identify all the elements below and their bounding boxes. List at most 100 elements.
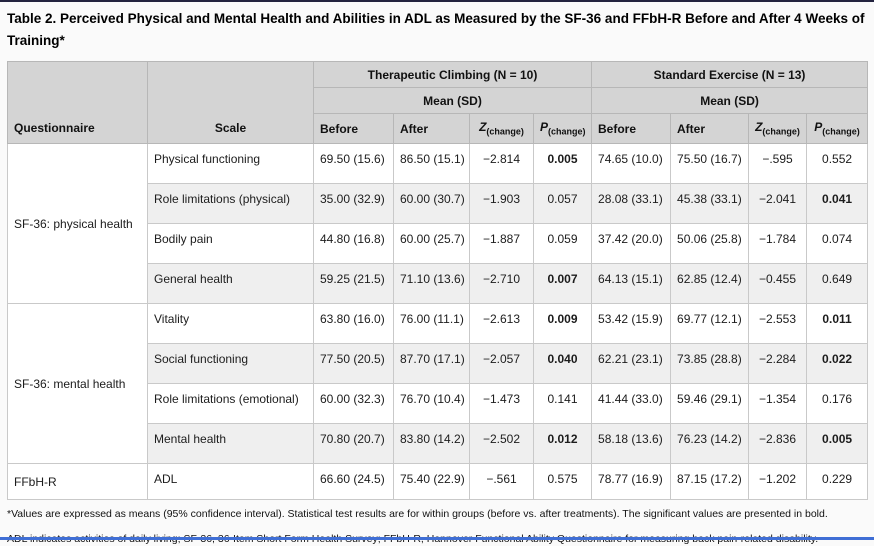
table-body: SF-36: physical health Physical function…	[7, 143, 869, 501]
cell-tc-before: 63.80 (16.0)	[313, 303, 394, 345]
cell-se-z: −2.041	[748, 183, 808, 225]
cell-se-before: 74.65 (10.0)	[591, 143, 672, 185]
cell-scale: Role limitations (emotional)	[147, 383, 314, 425]
cell-questionnaire-mental-health: SF-36: mental health	[7, 303, 148, 465]
cell-se-after: 87.15 (17.2)	[670, 463, 750, 501]
cell-tc-before: 66.60 (24.5)	[313, 463, 394, 501]
cell-se-after: 73.85 (28.8)	[670, 343, 750, 385]
cell-tc-after: 87.70 (17.1)	[393, 343, 470, 385]
cell-se-p: 0.005	[806, 423, 869, 465]
cell-questionnaire-ffbhr: FFbH-R	[7, 463, 148, 501]
cell-se-after: 50.06 (25.8)	[670, 223, 750, 265]
cell-tc-z: −1.473	[469, 383, 534, 425]
header-scale: Scale	[147, 61, 314, 145]
cell-se-before: 37.42 (20.0)	[591, 223, 672, 265]
top-border-strip	[0, 0, 874, 2]
cell-scale: Mental health	[147, 423, 314, 465]
cell-tc-before: 44.80 (16.8)	[313, 223, 394, 265]
cell-scale: ADL	[147, 463, 314, 501]
header-tc-before: Before	[313, 113, 394, 145]
cell-tc-after: 86.50 (15.1)	[393, 143, 470, 185]
header-se-after: After	[670, 113, 750, 145]
cell-scale: Role limitations (physical)	[147, 183, 314, 225]
table-row: FFbH-R ADL 66.60 (24.5) 75.40 (22.9) −.5…	[7, 463, 869, 501]
cell-se-p: 0.649	[806, 263, 869, 305]
footnotes: *Values are expressed as means (95% conf…	[7, 508, 866, 546]
cell-se-before: 62.21 (23.1)	[591, 343, 672, 385]
header-questionnaire: Questionnaire	[7, 61, 148, 145]
cell-tc-after: 83.80 (14.2)	[393, 423, 470, 465]
cell-se-z: −1.354	[748, 383, 808, 425]
cell-tc-after: 71.10 (13.6)	[393, 263, 470, 305]
cell-tc-z: −2.814	[469, 143, 534, 185]
cell-scale: Vitality	[147, 303, 314, 345]
cell-se-before: 58.18 (13.6)	[591, 423, 672, 465]
cell-se-z: −2.553	[748, 303, 808, 345]
cell-se-after: 75.50 (16.7)	[670, 143, 750, 185]
cell-tc-z: −2.613	[469, 303, 534, 345]
cell-se-z: −1.784	[748, 223, 808, 265]
table-row: Social functioning 77.50 (20.5) 87.70 (1…	[8, 343, 869, 385]
cell-scale: General health	[147, 263, 314, 305]
cell-se-z: −2.836	[748, 423, 808, 465]
table-row: Mental health 70.80 (20.7) 83.80 (14.2) …	[8, 423, 869, 465]
cell-tc-z: −1.887	[469, 223, 534, 265]
cell-se-before: 78.77 (16.9)	[591, 463, 672, 501]
cell-se-p: 0.229	[806, 463, 869, 501]
cell-tc-after: 76.70 (10.4)	[393, 383, 470, 425]
cell-questionnaire-physical-health: SF-36: physical health	[7, 143, 148, 305]
cell-tc-p: 0.007	[532, 263, 593, 305]
cell-tc-before: 60.00 (32.3)	[313, 383, 394, 425]
cell-tc-before: 77.50 (20.5)	[313, 343, 394, 385]
header-group-standard-exercise: Standard Exercise (N = 13)	[591, 61, 869, 89]
cell-se-before: 41.44 (33.0)	[591, 383, 672, 425]
cell-se-z: −0.455	[748, 263, 808, 305]
cell-tc-z: −1.903	[469, 183, 534, 225]
header-mean-sd-se: Mean (SD)	[591, 87, 869, 115]
cell-tc-p: 0.057	[532, 183, 593, 225]
cell-scale: Physical functioning	[147, 143, 314, 185]
cell-se-after: 45.38 (33.1)	[670, 183, 750, 225]
cell-tc-z: −2.057	[469, 343, 534, 385]
cell-se-p: 0.074	[806, 223, 869, 265]
cell-tc-after: 60.00 (30.7)	[393, 183, 470, 225]
header-se-z-change: Z(change)	[748, 113, 808, 145]
cell-tc-p: 0.040	[532, 343, 593, 385]
cell-se-after: 76.23 (14.2)	[670, 423, 750, 465]
table-row: Role limitations (emotional) 60.00 (32.3…	[8, 383, 869, 425]
header-se-p-change: P(change)	[806, 113, 869, 145]
table-row: SF-36: physical health Physical function…	[7, 143, 869, 305]
cell-tc-after: 60.00 (25.7)	[393, 223, 470, 265]
cell-se-p: 0.176	[806, 383, 869, 425]
footnote-values: *Values are expressed as means (95% conf…	[7, 508, 828, 521]
header-mean-sd-tc: Mean (SD)	[312, 87, 593, 115]
cell-tc-p: 0.012	[532, 423, 593, 465]
cell-tc-before: 59.25 (21.5)	[313, 263, 394, 305]
header-tc-z-change: Z(change)	[469, 113, 534, 145]
header-se-before: Before	[591, 113, 672, 145]
cell-tc-z: −2.710	[469, 263, 534, 305]
cell-se-before: 53.42 (15.9)	[591, 303, 672, 345]
results-table: Questionnaire Scale Therapeutic Climbing…	[7, 61, 869, 501]
table-header: Questionnaire Scale Therapeutic Climbing…	[7, 61, 869, 145]
cell-se-z: −1.202	[748, 463, 808, 501]
cell-scale: Social functioning	[147, 343, 314, 385]
cell-tc-p: 0.005	[532, 143, 593, 185]
cell-tc-z: −2.502	[469, 423, 534, 465]
bottom-border-strip	[0, 537, 874, 540]
cell-tc-after: 75.40 (22.9)	[393, 463, 470, 501]
cell-se-z: −2.284	[748, 343, 808, 385]
table-row: General health 59.25 (21.5) 71.10 (13.6)…	[8, 263, 869, 305]
header-tc-p-change: P(change)	[532, 113, 593, 145]
cell-tc-z: −.561	[469, 463, 534, 501]
cell-se-after: 59.46 (29.1)	[670, 383, 750, 425]
cell-tc-p: 0.059	[532, 223, 593, 265]
table-title: Table 2. Perceived Physical and Mental H…	[7, 11, 865, 48]
cell-se-p: 0.041	[806, 183, 869, 225]
cell-se-p: 0.552	[806, 143, 869, 185]
cell-tc-before: 70.80 (20.7)	[313, 423, 394, 465]
table-row: SF-36: mental health Vitality 63.80 (16.…	[7, 303, 869, 465]
cell-tc-before: 35.00 (32.9)	[313, 183, 394, 225]
cell-se-z: −.595	[748, 143, 808, 185]
cell-se-before: 28.08 (33.1)	[591, 183, 672, 225]
